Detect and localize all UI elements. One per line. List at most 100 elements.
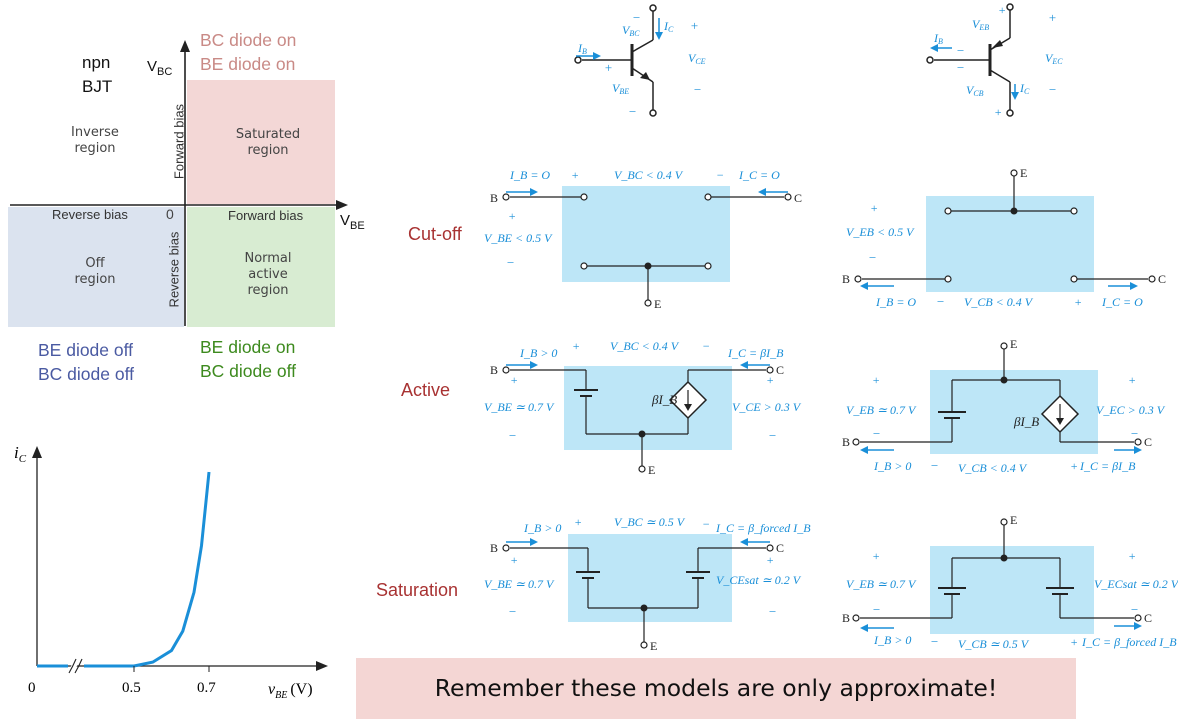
pnp-saturation-model: + V_EB ≃ 0.7 V − + V_ECsat ≃ 0.2 V − I_B… bbox=[842, 513, 1178, 651]
npn-ic-label: IC bbox=[663, 19, 674, 34]
svg-text:I_B > 0: I_B > 0 bbox=[873, 459, 911, 473]
svg-text:−: − bbox=[768, 604, 777, 619]
svg-text:−: − bbox=[506, 255, 515, 270]
svg-text:+: + bbox=[1074, 295, 1082, 309]
svg-text:+: + bbox=[574, 515, 582, 529]
origin-label: 0 bbox=[166, 206, 174, 222]
svg-text:−: − bbox=[632, 10, 641, 25]
pnp-cutoff-model: + V_EB < 0.5 V − I_B = O − V_CB < 0.4 V … bbox=[842, 166, 1166, 309]
svg-text:+: + bbox=[690, 18, 699, 33]
ic-axis-arrow bbox=[32, 446, 42, 458]
svg-text:V_CB < 0.4 V: V_CB < 0.4 V bbox=[964, 295, 1034, 309]
svg-text:V_BC < 0.4 V: V_BC < 0.4 V bbox=[610, 339, 680, 353]
off-diode-status: BE diode off BC diode off bbox=[38, 340, 134, 384]
svg-text:−: − bbox=[628, 104, 637, 119]
svg-text:+: + bbox=[766, 373, 774, 387]
svg-text:E: E bbox=[648, 463, 655, 477]
svg-text:V_BE ≃ 0.7 V: V_BE ≃ 0.7 V bbox=[484, 577, 555, 591]
ic-axis-label: iC bbox=[14, 443, 27, 465]
cutoff-label: Cut-off bbox=[408, 224, 462, 244]
npn-vbe-label: VBE bbox=[612, 81, 629, 96]
svg-text:E: E bbox=[1010, 513, 1017, 527]
npn-cutoff-model: I_B = O + V_BC < 0.4 V − I_C = O + V_BE … bbox=[484, 168, 802, 311]
svg-text:−: − bbox=[508, 604, 517, 619]
svg-text:−: − bbox=[768, 428, 777, 443]
svg-text:V_BC ≃ 0.5 V: V_BC ≃ 0.5 V bbox=[614, 515, 686, 529]
svg-text:I_B = O: I_B = O bbox=[509, 168, 550, 182]
svg-text:V_EB ≃ 0.7 V: V_EB ≃ 0.7 V bbox=[846, 403, 917, 417]
reverse-bias-vertical-label: Reverse bias bbox=[166, 231, 182, 308]
reverse-bias-horizontal-label: Reverse bias bbox=[52, 207, 128, 222]
svg-text:−: − bbox=[1130, 426, 1139, 441]
npn-transistor-symbol: − VBC IC + IB VCE + VBE − − bbox=[574, 4, 706, 119]
svg-text:+: + bbox=[510, 553, 518, 567]
svg-text:B: B bbox=[490, 191, 498, 205]
svg-text:+: + bbox=[572, 339, 580, 353]
npn-active-model: I_B > 0 + V_BC < 0.4 V − I_C = βI_B + V_… bbox=[484, 339, 802, 477]
svg-text:−: − bbox=[868, 250, 877, 265]
vbc-axis-arrow bbox=[180, 40, 190, 52]
bjt-label: BJT bbox=[82, 77, 113, 96]
svg-text:I_C = β_forced I_B: I_C = β_forced I_B bbox=[715, 521, 811, 535]
svg-text:I_B > 0: I_B > 0 bbox=[873, 633, 911, 647]
svg-text:+: + bbox=[571, 168, 579, 182]
svg-text:B: B bbox=[842, 435, 850, 449]
svg-text:+: + bbox=[1048, 10, 1057, 25]
svg-text:+: + bbox=[604, 60, 613, 75]
vbe-axis-arrow bbox=[316, 661, 328, 671]
svg-text:−: − bbox=[693, 82, 702, 97]
vbe-axis-label: vBE (V) bbox=[268, 681, 313, 701]
svg-text:V_BE < 0.5 V: V_BE < 0.5 V bbox=[484, 231, 553, 245]
inverse-region-label: Inverse region bbox=[71, 125, 119, 156]
active-region-label: Normal active region bbox=[244, 251, 292, 298]
svg-text:I_C = O: I_C = O bbox=[738, 168, 780, 182]
svg-text:I_B = O: I_B = O bbox=[875, 295, 916, 309]
svg-text:+: + bbox=[872, 373, 880, 387]
npn-label: npn bbox=[82, 53, 111, 72]
bjt-region-diagram: npn BJT VBC VBE 0 Forward bias Reverse b… bbox=[0, 0, 370, 330]
pnp-transistor-symbol: + VEB + IB − VEC − VCB IC − + bbox=[926, 3, 1063, 119]
saturated-diode-status: BC diode on BE diode on bbox=[200, 30, 297, 74]
svg-text:E: E bbox=[1020, 166, 1027, 180]
svg-text:I_C = βI_B: I_C = βI_B bbox=[727, 346, 784, 360]
off-region-area bbox=[8, 207, 184, 327]
svg-text:B: B bbox=[842, 272, 850, 286]
axis-break-mark bbox=[67, 657, 83, 675]
saturated-region-area bbox=[187, 80, 335, 204]
saturation-label: Saturation bbox=[376, 580, 459, 600]
svg-text:−: − bbox=[702, 339, 710, 353]
svg-text:−: − bbox=[956, 60, 965, 75]
svg-text:V_BC < 0.4 V: V_BC < 0.4 V bbox=[614, 168, 684, 182]
pnp-veb-label: VEB bbox=[972, 17, 989, 32]
svg-text:I_B > 0: I_B > 0 bbox=[519, 346, 557, 360]
forward-bias-vertical-label: Forward bias bbox=[171, 103, 187, 180]
approximation-banner: Remember these models are only approxima… bbox=[356, 658, 1076, 719]
svg-text:+: + bbox=[870, 201, 878, 215]
ic-exponential-curve bbox=[133, 471, 211, 668]
npn-vbc-label: VBC bbox=[622, 23, 640, 38]
svg-text:+: + bbox=[1070, 635, 1078, 649]
svg-text:V_BE ≃ 0.7 V: V_BE ≃ 0.7 V bbox=[484, 400, 555, 414]
npn-saturation-model: I_B > 0 + V_BC ≃ 0.5 V − I_C = β_forced … bbox=[484, 515, 811, 653]
active-label: Active bbox=[401, 380, 451, 400]
svg-text:V_EC > 0.3 V: V_EC > 0.3 V bbox=[1096, 403, 1166, 417]
svg-text:C: C bbox=[794, 191, 802, 205]
npn-vce-label: VCE bbox=[688, 51, 706, 66]
saturated-region-label: Saturated region bbox=[235, 127, 301, 158]
banner-text: Remember these models are only approxima… bbox=[434, 674, 998, 702]
svg-text:C: C bbox=[1158, 272, 1166, 286]
svg-text:C: C bbox=[776, 541, 784, 555]
pnp-ic-label: IC bbox=[1019, 81, 1030, 96]
svg-text:+: + bbox=[766, 553, 774, 567]
svg-text:E: E bbox=[650, 639, 657, 653]
svg-text:V_CEsat ≃ 0.2 V: V_CEsat ≃ 0.2 V bbox=[716, 573, 802, 587]
svg-text:V_EB < 0.5 V: V_EB < 0.5 V bbox=[846, 225, 915, 239]
forward-bias-horizontal-label: Forward bias bbox=[228, 208, 304, 223]
svg-text:+: + bbox=[872, 549, 880, 563]
pnp-vec-label: VEC bbox=[1045, 51, 1063, 66]
svg-text:+: + bbox=[994, 105, 1002, 119]
inverse-region-area bbox=[8, 80, 184, 204]
pnp-ib-label: IB bbox=[933, 31, 943, 46]
svg-text:−: − bbox=[702, 517, 710, 531]
svg-text:V_ECsat ≃ 0.2 V: V_ECsat ≃ 0.2 V bbox=[1094, 577, 1178, 591]
